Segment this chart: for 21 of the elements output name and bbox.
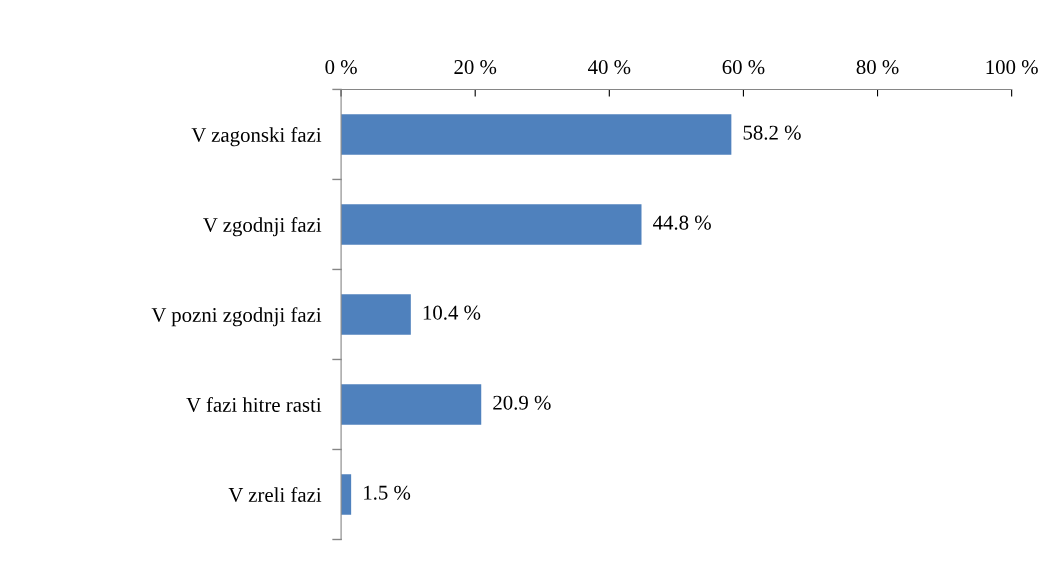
x-tick-label: 0 % [325,60,357,75]
x-tick-label: 80 % [856,60,899,75]
bar [341,114,732,155]
bar [341,474,352,515]
y-tick-label: V pozni zgodnji fazi [151,307,322,327]
data-label: 10.4 % [423,305,481,320]
x-tick-label: 60 % [722,60,765,75]
bar [341,294,411,335]
x-tick-label: 100 % [986,60,1038,75]
y-tick-label: V zagonski fazi [191,127,322,147]
x-tick-label: 20 % [454,60,497,75]
data-label: 58.2 % [743,125,801,140]
y-tick-label: V fazi hitre rasti [186,397,322,413]
data-label: 44.8 % [653,215,711,230]
y-tick-label: V zreli fazi [228,487,322,503]
bar [341,384,482,425]
bar [341,204,642,245]
y-tick-label: V zgodnji fazi [203,217,322,237]
data-label: 20.9 % [493,395,551,410]
data-label: 1.5 % [364,485,411,500]
x-tick-label: 40 % [588,60,631,75]
